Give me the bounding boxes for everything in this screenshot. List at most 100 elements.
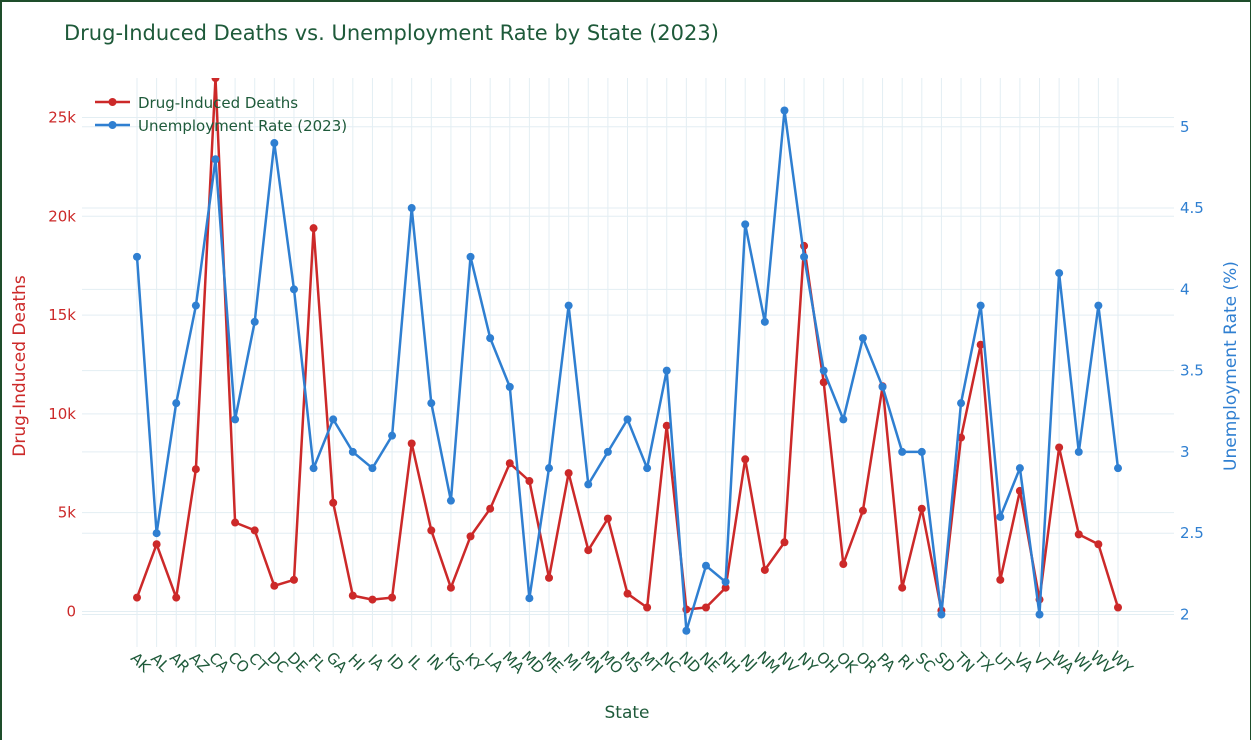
data-point[interactable] bbox=[976, 340, 985, 349]
data-point[interactable] bbox=[623, 589, 632, 598]
data-point[interactable] bbox=[427, 526, 436, 535]
data-point[interactable] bbox=[937, 610, 946, 619]
data-point[interactable] bbox=[309, 464, 318, 473]
y-tick-label: 0 bbox=[66, 602, 76, 620]
data-point[interactable] bbox=[231, 518, 240, 527]
data-point[interactable] bbox=[486, 504, 495, 513]
data-point[interactable] bbox=[407, 439, 416, 448]
data-point[interactable] bbox=[1114, 464, 1122, 473]
data-point[interactable] bbox=[898, 447, 907, 456]
data-point[interactable] bbox=[839, 415, 848, 424]
data-point[interactable] bbox=[721, 583, 730, 592]
data-point[interactable] bbox=[623, 415, 632, 424]
data-point[interactable] bbox=[466, 532, 475, 541]
data-point[interactable] bbox=[564, 301, 573, 310]
data-point[interactable] bbox=[250, 317, 259, 326]
data-point[interactable] bbox=[701, 603, 710, 612]
data-point[interactable] bbox=[525, 594, 534, 603]
data-point[interactable] bbox=[446, 583, 455, 592]
data-point[interactable] bbox=[250, 526, 259, 535]
data-point[interactable] bbox=[348, 591, 357, 600]
data-point[interactable] bbox=[584, 546, 593, 555]
data-point[interactable] bbox=[584, 480, 593, 489]
data-point[interactable] bbox=[348, 447, 357, 456]
data-point[interactable] bbox=[1074, 447, 1083, 456]
x-tick-label: ID bbox=[384, 650, 408, 674]
data-point[interactable] bbox=[407, 204, 416, 213]
data-point[interactable] bbox=[466, 252, 475, 261]
data-point[interactable] bbox=[760, 565, 769, 574]
data-point[interactable] bbox=[525, 477, 534, 486]
data-point[interactable] bbox=[878, 382, 887, 391]
data-point[interactable] bbox=[662, 366, 671, 375]
data-point[interactable] bbox=[957, 399, 966, 408]
data-point[interactable] bbox=[1114, 603, 1122, 612]
data-point[interactable] bbox=[270, 139, 279, 148]
data-point[interactable] bbox=[858, 334, 867, 343]
data-point[interactable] bbox=[721, 577, 730, 586]
data-point[interactable] bbox=[172, 399, 181, 408]
data-point[interactable] bbox=[446, 496, 455, 505]
legend-item-unemployment[interactable]: Unemployment Rate (2023) bbox=[95, 117, 347, 135]
data-point[interactable] bbox=[388, 431, 397, 440]
data-point[interactable] bbox=[545, 464, 554, 473]
data-point[interactable] bbox=[505, 459, 514, 468]
data-point[interactable] bbox=[486, 334, 495, 343]
data-point[interactable] bbox=[1055, 269, 1064, 278]
data-point[interactable] bbox=[329, 415, 338, 424]
data-point[interactable] bbox=[603, 447, 612, 456]
data-point[interactable] bbox=[309, 224, 318, 233]
data-point[interactable] bbox=[682, 626, 691, 635]
data-point[interactable] bbox=[289, 575, 298, 584]
data-point[interactable] bbox=[172, 593, 181, 602]
data-point[interactable] bbox=[564, 469, 573, 478]
data-point[interactable] bbox=[270, 581, 279, 590]
data-point[interactable] bbox=[780, 106, 789, 115]
data-point[interactable] bbox=[643, 464, 652, 473]
data-point[interactable] bbox=[1094, 301, 1103, 310]
data-point[interactable] bbox=[427, 399, 436, 408]
data-point[interactable] bbox=[191, 465, 200, 474]
data-point[interactable] bbox=[819, 366, 828, 375]
data-point[interactable] bbox=[917, 447, 926, 456]
data-point[interactable] bbox=[152, 529, 161, 538]
data-point[interactable] bbox=[996, 512, 1005, 521]
data-point[interactable] bbox=[211, 74, 220, 82]
data-point[interactable] bbox=[839, 560, 848, 569]
data-point[interactable] bbox=[289, 285, 298, 294]
data-point[interactable] bbox=[1035, 610, 1044, 619]
data-point[interactable] bbox=[917, 504, 926, 513]
data-point[interactable] bbox=[996, 575, 1005, 584]
data-point[interactable] bbox=[133, 252, 141, 261]
data-point[interactable] bbox=[1015, 464, 1024, 473]
data-point[interactable] bbox=[741, 455, 750, 464]
data-point[interactable] bbox=[368, 464, 377, 473]
legend-label-unemployment: Unemployment Rate (2023) bbox=[138, 117, 347, 135]
data-point[interactable] bbox=[231, 415, 240, 424]
data-point[interactable] bbox=[643, 603, 652, 612]
data-point[interactable] bbox=[1094, 540, 1103, 549]
data-point[interactable] bbox=[211, 155, 220, 164]
data-point[interactable] bbox=[780, 538, 789, 547]
data-point[interactable] bbox=[819, 378, 828, 387]
data-point[interactable] bbox=[1055, 443, 1064, 452]
data-point[interactable] bbox=[329, 498, 338, 507]
data-point[interactable] bbox=[545, 573, 554, 582]
data-point[interactable] bbox=[133, 593, 141, 602]
data-point[interactable] bbox=[388, 593, 397, 602]
data-point[interactable] bbox=[152, 540, 161, 549]
data-point[interactable] bbox=[191, 301, 200, 310]
data-point[interactable] bbox=[858, 506, 867, 515]
data-point[interactable] bbox=[662, 421, 671, 430]
data-point[interactable] bbox=[898, 583, 907, 592]
data-point[interactable] bbox=[701, 561, 710, 570]
data-point[interactable] bbox=[505, 382, 514, 391]
data-point[interactable] bbox=[368, 595, 377, 604]
legend-item-deaths[interactable]: Drug-Induced Deaths bbox=[95, 94, 298, 112]
data-point[interactable] bbox=[603, 514, 612, 523]
data-point[interactable] bbox=[1074, 530, 1083, 539]
data-point[interactable] bbox=[760, 317, 769, 326]
data-point[interactable] bbox=[741, 220, 750, 229]
data-point[interactable] bbox=[976, 301, 985, 310]
data-point[interactable] bbox=[800, 252, 809, 261]
